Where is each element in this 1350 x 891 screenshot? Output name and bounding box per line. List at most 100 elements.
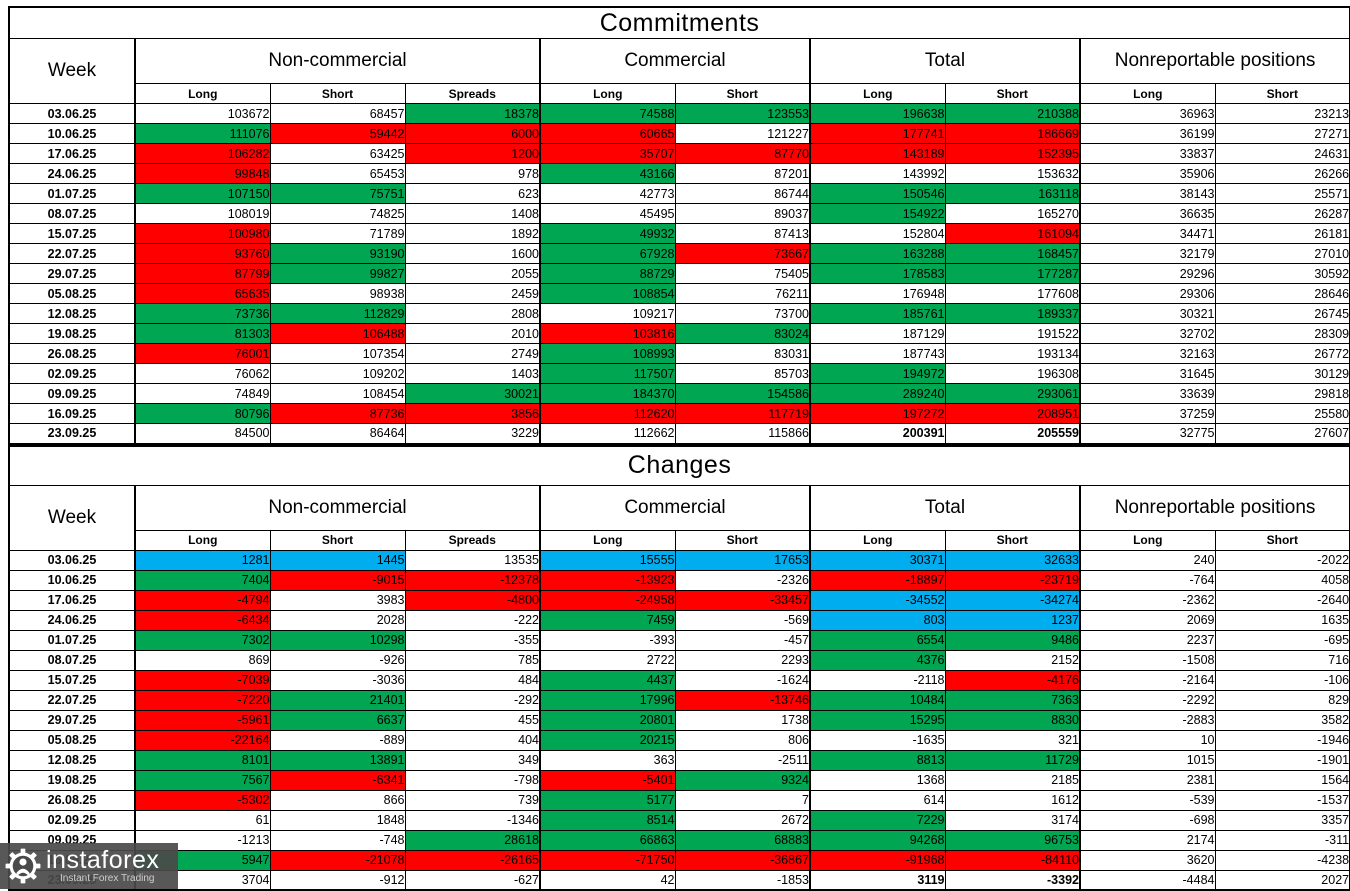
value-cell: 99827 bbox=[270, 264, 405, 284]
value-cell: 42773 bbox=[540, 184, 675, 204]
value-cell: 1408 bbox=[405, 204, 540, 224]
value-cell: 20215 bbox=[540, 730, 675, 750]
value-cell: 5177 bbox=[540, 790, 675, 810]
value-cell: 205559 bbox=[945, 424, 1080, 444]
value-cell: -764 bbox=[1080, 570, 1215, 590]
commitments-colheader-long: Long bbox=[135, 84, 270, 104]
value-cell: 716 bbox=[1215, 650, 1350, 670]
value-cell: -1624 bbox=[675, 670, 810, 690]
value-cell: 404 bbox=[405, 730, 540, 750]
value-cell: 1738 bbox=[675, 710, 810, 730]
value-cell: 15555 bbox=[540, 550, 675, 570]
value-cell: -7039 bbox=[135, 670, 270, 690]
changes-colheader-long: Long bbox=[1080, 530, 1215, 550]
instaforex-gear-icon bbox=[4, 847, 42, 885]
value-cell: -5961 bbox=[135, 710, 270, 730]
value-cell: -5302 bbox=[135, 790, 270, 810]
value-cell: 3357 bbox=[1215, 810, 1350, 830]
value-cell: 293061 bbox=[945, 384, 1080, 404]
changes-title-row: Changes bbox=[9, 446, 1350, 486]
week-cell: 08.07.25 bbox=[9, 204, 135, 224]
week-cell: 15.07.25 bbox=[9, 224, 135, 244]
value-cell: 84500 bbox=[135, 424, 270, 444]
value-cell: 17996 bbox=[540, 690, 675, 710]
commitments-colheader-short: Short bbox=[1215, 84, 1350, 104]
value-cell: 93760 bbox=[135, 244, 270, 264]
value-cell: -2640 bbox=[1215, 590, 1350, 610]
value-cell: 17653 bbox=[675, 550, 810, 570]
value-cell: 163118 bbox=[945, 184, 1080, 204]
value-cell: 75405 bbox=[675, 264, 810, 284]
value-cell: 37259 bbox=[1080, 404, 1215, 424]
value-cell: 197272 bbox=[810, 404, 945, 424]
logo-brand-text: instaforex bbox=[46, 848, 159, 873]
value-cell: -23719 bbox=[945, 570, 1080, 590]
value-cell: 8830 bbox=[945, 710, 1080, 730]
week-cell: 19.08.25 bbox=[9, 770, 135, 790]
value-cell: -84110 bbox=[945, 850, 1080, 870]
commitments-colheader-long: Long bbox=[810, 84, 945, 104]
logo-tagline-text: Instant Forex Trading bbox=[46, 874, 159, 884]
commitments-colheader-short: Short bbox=[270, 84, 405, 104]
table-row: 23.09.253704-912-62742-18533119-3392-448… bbox=[9, 870, 1350, 890]
week-cell: 17.06.25 bbox=[9, 144, 135, 164]
value-cell: -33457 bbox=[675, 590, 810, 610]
value-cell: 68883 bbox=[675, 830, 810, 850]
value-cell: 186669 bbox=[945, 124, 1080, 144]
value-cell: 87736 bbox=[270, 404, 405, 424]
value-cell: 32633 bbox=[945, 550, 1080, 570]
value-cell: 36635 bbox=[1080, 204, 1215, 224]
value-cell: -393 bbox=[540, 630, 675, 650]
value-cell: -6341 bbox=[270, 770, 405, 790]
value-cell: 20801 bbox=[540, 710, 675, 730]
value-cell: 8514 bbox=[540, 810, 675, 830]
value-cell: -748 bbox=[270, 830, 405, 850]
week-cell: 02.09.25 bbox=[9, 810, 135, 830]
week-cell: 26.08.25 bbox=[9, 790, 135, 810]
value-cell: 73700 bbox=[675, 304, 810, 324]
value-cell: 73736 bbox=[135, 304, 270, 324]
value-cell: 25580 bbox=[1215, 404, 1350, 424]
value-cell: -13923 bbox=[540, 570, 675, 590]
commitments-section-title: Commitments bbox=[9, 7, 1350, 39]
changes-colheader-long: Long bbox=[135, 530, 270, 550]
value-cell: 3174 bbox=[945, 810, 1080, 830]
value-cell: 196308 bbox=[945, 364, 1080, 384]
value-cell: 2055 bbox=[405, 264, 540, 284]
value-cell: 86744 bbox=[675, 184, 810, 204]
value-cell: 87201 bbox=[675, 164, 810, 184]
value-cell: 93190 bbox=[270, 244, 405, 264]
value-cell: 3229 bbox=[405, 424, 540, 444]
week-cell: 10.06.25 bbox=[9, 124, 135, 144]
value-cell: 108454 bbox=[270, 384, 405, 404]
value-cell: 32163 bbox=[1080, 344, 1215, 364]
value-cell: -539 bbox=[1080, 790, 1215, 810]
week-cell: 22.07.25 bbox=[9, 690, 135, 710]
value-cell: -1635 bbox=[810, 730, 945, 750]
value-cell: 196638 bbox=[810, 104, 945, 124]
value-cell: 30021 bbox=[405, 384, 540, 404]
value-cell: -222 bbox=[405, 610, 540, 630]
value-cell: 168457 bbox=[945, 244, 1080, 264]
week-cell: 23.09.25 bbox=[9, 424, 135, 444]
value-cell: 177287 bbox=[945, 264, 1080, 284]
value-cell: 26287 bbox=[1215, 204, 1350, 224]
value-cell: 74588 bbox=[540, 104, 675, 124]
value-cell: 27010 bbox=[1215, 244, 1350, 264]
value-cell: 4437 bbox=[540, 670, 675, 690]
value-cell: 106282 bbox=[135, 144, 270, 164]
